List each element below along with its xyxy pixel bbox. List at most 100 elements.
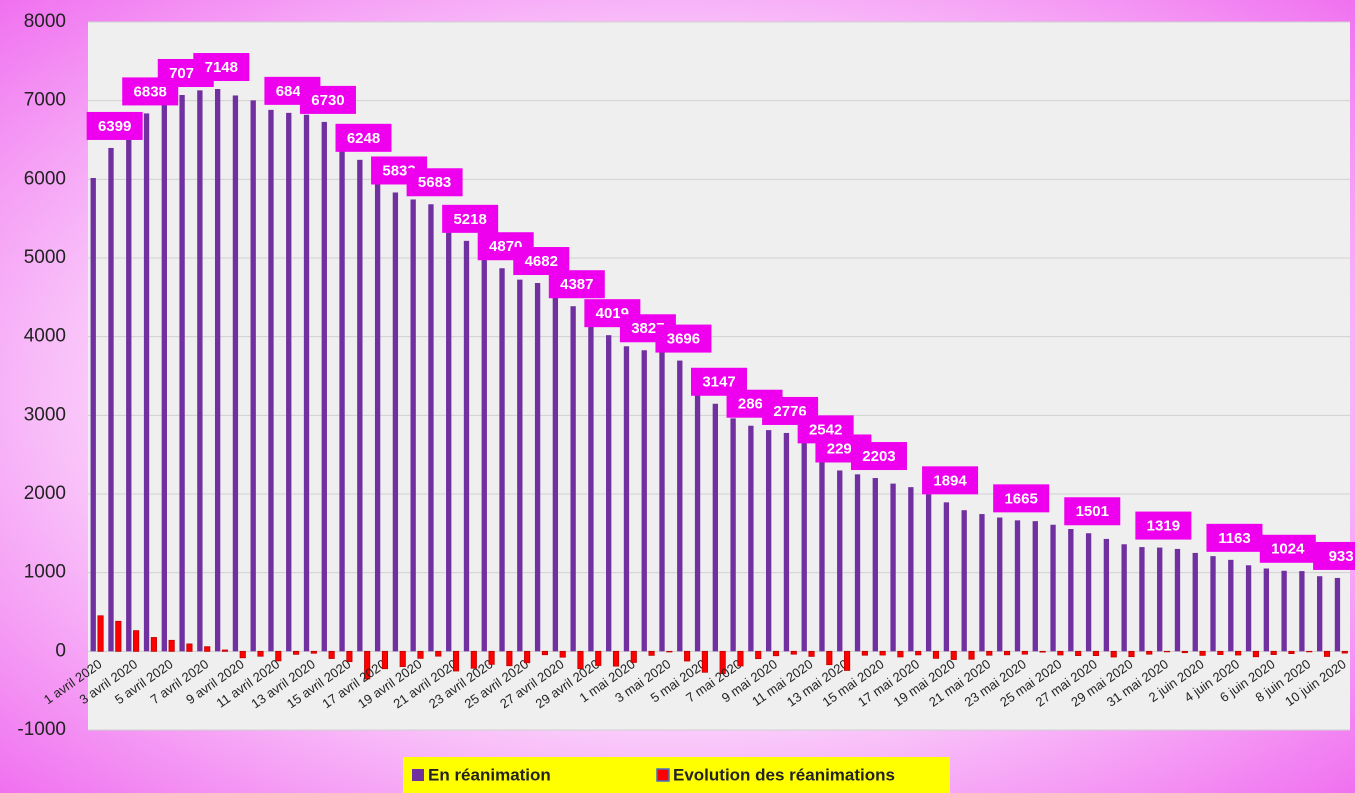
bar	[381, 650, 389, 670]
bar	[854, 474, 861, 652]
bar	[1270, 650, 1277, 655]
legend-label: En réanimation	[428, 765, 551, 784]
bar	[239, 650, 246, 659]
bar	[1228, 559, 1234, 652]
bar	[1068, 529, 1074, 652]
bar	[997, 517, 1003, 652]
data-label-box	[548, 270, 605, 299]
data-label-box	[86, 111, 143, 140]
bar	[541, 650, 548, 656]
bar	[915, 650, 922, 656]
y-tick-label: 1000	[24, 562, 66, 583]
bar	[321, 121, 327, 652]
bar	[452, 650, 460, 672]
bar	[517, 279, 523, 652]
bar	[1235, 650, 1242, 656]
bar	[1157, 547, 1163, 652]
bar	[872, 478, 878, 652]
bar	[374, 177, 381, 652]
bar	[559, 650, 566, 658]
data-label-box	[193, 53, 250, 82]
bar	[790, 650, 797, 655]
bar	[879, 650, 886, 656]
bar	[214, 89, 221, 652]
bar	[204, 646, 211, 652]
data-label-box	[993, 484, 1050, 513]
bar	[897, 650, 904, 658]
data-label-box	[406, 168, 463, 197]
bar	[943, 502, 950, 652]
bar	[1050, 524, 1056, 652]
data-label-box	[1206, 523, 1263, 552]
data-label: 7148	[205, 59, 238, 76]
data-label-box	[1259, 534, 1316, 563]
bar	[126, 127, 132, 652]
bar	[435, 650, 442, 657]
bar	[417, 650, 424, 659]
data-label: 3147	[702, 374, 735, 391]
bar	[339, 132, 345, 652]
bar	[221, 649, 229, 652]
bar	[765, 430, 772, 652]
data-label: 4387	[560, 276, 593, 293]
bar	[979, 514, 985, 652]
bar	[534, 283, 541, 652]
data-label-box	[299, 85, 356, 114]
bar	[1192, 552, 1198, 652]
bar	[748, 425, 754, 652]
bar	[143, 113, 150, 652]
y-tick-label: 0	[55, 640, 66, 661]
bar	[463, 240, 470, 652]
bar	[986, 650, 993, 656]
bar	[1163, 650, 1171, 653]
bar	[719, 650, 726, 674]
bar	[595, 650, 602, 666]
bar	[1021, 650, 1028, 655]
data-label-box	[1135, 511, 1192, 540]
data-label: 6838	[134, 83, 167, 100]
data-label: 5218	[453, 211, 486, 228]
bar	[1057, 650, 1064, 656]
bar	[1210, 556, 1216, 652]
bar	[1039, 650, 1046, 653]
bar	[446, 223, 452, 652]
data-label: 933	[1329, 548, 1354, 565]
bar	[908, 487, 914, 652]
legend-swatch	[656, 768, 670, 782]
y-tick-label: 6000	[24, 168, 66, 189]
bar	[694, 381, 701, 652]
bar	[1146, 650, 1153, 655]
bar	[641, 350, 647, 652]
bar	[268, 109, 274, 652]
bar	[1014, 520, 1021, 652]
bar	[755, 650, 762, 660]
bar	[677, 360, 683, 652]
bar	[150, 637, 157, 652]
bar	[506, 650, 513, 667]
bar	[186, 643, 193, 652]
data-label: 6399	[98, 118, 131, 135]
data-label: 2203	[862, 448, 895, 465]
bar	[1306, 650, 1313, 653]
bar	[1003, 650, 1011, 656]
bar	[399, 650, 406, 667]
data-label: 2542	[809, 421, 842, 438]
bar	[801, 437, 807, 652]
bar	[115, 620, 122, 652]
bar	[1263, 568, 1270, 652]
bar	[1174, 548, 1181, 652]
bar	[808, 650, 815, 657]
data-label: 1501	[1076, 503, 1109, 520]
bar	[730, 418, 736, 652]
bar	[1128, 650, 1135, 658]
bar	[968, 650, 975, 660]
bar	[1199, 650, 1206, 656]
bar	[890, 483, 896, 652]
bar	[168, 639, 175, 652]
bar	[410, 199, 416, 652]
bar	[630, 650, 637, 663]
bar	[961, 510, 967, 652]
bar	[577, 650, 584, 670]
bar	[1252, 650, 1259, 658]
